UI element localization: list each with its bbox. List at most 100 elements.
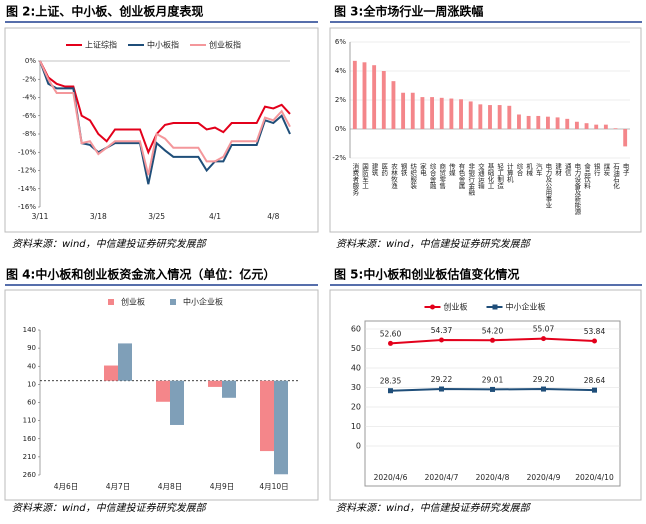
y-tick-label: 6% xyxy=(335,38,346,46)
bar xyxy=(156,380,170,402)
source-note: 资料来源：wind，中信建投证券研究发展部 xyxy=(336,238,532,250)
x-tick-label: 电力设备及新能源 xyxy=(573,162,581,217)
x-tick-label: 2020/4/9 xyxy=(527,473,561,482)
y-tick-label: -4% xyxy=(22,94,36,102)
source-note: 资料来源：wind，中信建投证券研究发展部 xyxy=(336,502,532,514)
x-tick-label: 钢铁 xyxy=(399,163,407,178)
panel-title: 图 3:全市场行业一周涨跌幅 xyxy=(334,4,483,19)
panel-title: 图 4:中小板和创业板资金流入情况（单位：亿元） xyxy=(6,267,275,282)
y-tick-label: 40 xyxy=(351,364,361,373)
panel-frame xyxy=(329,289,642,501)
x-tick-label: 农林牧渔 xyxy=(389,162,397,191)
data-label: 29.01 xyxy=(482,375,504,384)
data-label: 55.07 xyxy=(533,325,555,334)
x-tick-label: 基础化工 xyxy=(486,162,494,190)
panel-frame xyxy=(4,27,319,233)
x-tick-label: 综合金融 xyxy=(428,162,436,191)
bar xyxy=(497,105,502,129)
legend-label: 上证综指 xyxy=(85,40,117,50)
x-tick-label: 4月9日 xyxy=(210,482,235,491)
y-tick-label: -2% xyxy=(22,75,36,83)
point xyxy=(592,338,597,344)
y-tick-label: 20 xyxy=(351,403,361,412)
x-tick-label: 有色金属 xyxy=(457,162,465,191)
bar xyxy=(410,92,415,129)
bar xyxy=(352,60,357,129)
y-tick-label: 60 xyxy=(351,325,361,334)
x-tick-label: 食品饮料 xyxy=(583,162,591,191)
y-tick-label: -10% xyxy=(18,148,36,156)
bar xyxy=(381,71,386,129)
y-tick-label: 0% xyxy=(335,125,346,133)
x-tick-label: 2020/4/8 xyxy=(476,473,510,482)
bar xyxy=(546,116,550,129)
bar xyxy=(526,115,531,129)
bar xyxy=(104,365,118,381)
legend-label: 中小板指 xyxy=(147,40,179,50)
panel-title: 图 2:上证、中小板、创业板月度表现 xyxy=(6,4,203,19)
bar xyxy=(623,129,628,147)
x-tick-label: 家电 xyxy=(418,162,426,177)
bar xyxy=(362,62,367,129)
bar xyxy=(584,123,589,129)
legend-label: 中小企业板 xyxy=(506,302,546,312)
x-tick-label: 国防军工 xyxy=(360,163,368,190)
x-tick-label: 2020/4/6 xyxy=(374,473,408,482)
x-tick-label: 交通运输 xyxy=(476,162,484,191)
bar xyxy=(603,124,608,129)
source-note: 资料来源：wind，中信建投证券研究发展部 xyxy=(12,502,208,514)
bar xyxy=(565,118,570,129)
point xyxy=(541,336,546,342)
bar xyxy=(536,115,541,129)
data-label: 54.20 xyxy=(482,326,504,335)
bar xyxy=(459,99,463,129)
x-tick-label: 商贸零售 xyxy=(438,162,446,191)
x-tick-label: 3/11 xyxy=(32,212,49,221)
bar xyxy=(594,124,599,129)
x-tick-label: 煤炭 xyxy=(602,162,610,178)
line xyxy=(39,60,291,176)
x-tick-label: 石油石化 xyxy=(612,163,620,191)
point xyxy=(592,387,597,393)
x-tick-label: 汽车 xyxy=(534,162,542,178)
panel-frame xyxy=(329,27,642,233)
y-tick-label: -12% xyxy=(18,167,36,175)
plot-frame xyxy=(364,320,621,487)
x-tick-label: 4/1 xyxy=(209,212,221,221)
y-tick-label: 4% xyxy=(335,67,346,75)
legend-label: 中小企业板 xyxy=(183,297,223,307)
bar xyxy=(391,81,396,129)
x-tick-label: 3/18 xyxy=(90,212,107,221)
x-tick-label: 综合 xyxy=(515,162,523,178)
x-tick-label: 机械 xyxy=(525,162,533,178)
x-tick-label: 医药 xyxy=(380,163,388,178)
bar xyxy=(222,380,236,398)
point xyxy=(388,340,393,346)
source-note: 资料来源：wind，中信建投证券研究发展部 xyxy=(12,238,208,250)
x-tick-label: 建筑 xyxy=(370,162,378,178)
x-tick-label: 4月7日 xyxy=(106,482,131,491)
x-tick-label: 传媒 xyxy=(447,162,455,178)
y-tick-label: 50 xyxy=(351,344,361,353)
x-tick-label: 消费者服务 xyxy=(351,162,359,197)
bar xyxy=(468,101,473,129)
y-tick-label: -6% xyxy=(22,112,36,120)
y-tick-label: 40 xyxy=(27,362,36,370)
x-tick-label: 建材 xyxy=(554,162,562,177)
legend-swatch xyxy=(108,299,114,305)
bar xyxy=(118,343,132,381)
y-tick-label: 0% xyxy=(25,57,36,65)
point xyxy=(541,386,546,392)
point xyxy=(439,386,444,392)
x-tick-label: 2020/4/10 xyxy=(575,473,614,482)
x-tick-label: 通信 xyxy=(563,162,571,178)
legend-marker xyxy=(430,304,435,310)
bar xyxy=(170,380,184,425)
y-tick-label: 2% xyxy=(335,96,346,104)
legend-label: 创业板指 xyxy=(209,40,241,50)
bar xyxy=(274,380,288,475)
y-tick-label: 210 xyxy=(23,453,36,461)
y-tick-label: -16% xyxy=(18,203,36,211)
y-tick-label: -2% xyxy=(332,154,346,162)
bar xyxy=(507,105,512,129)
